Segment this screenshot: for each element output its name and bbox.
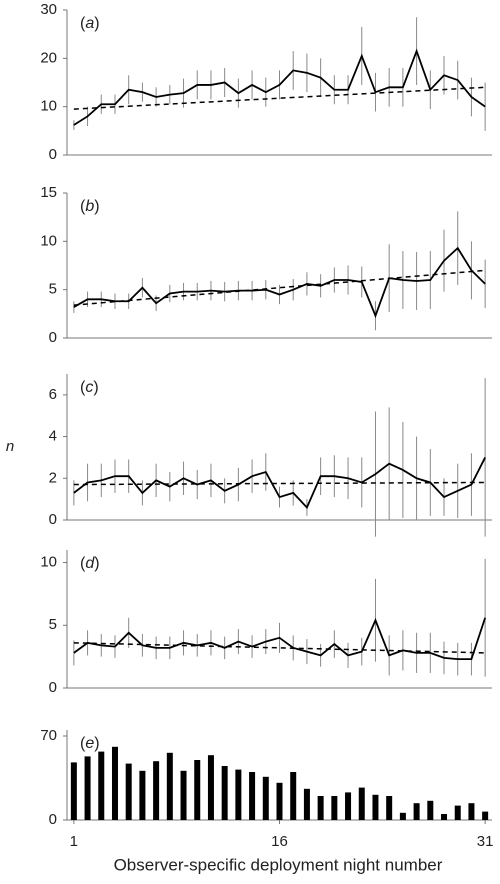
y-tick-label: 2 (49, 469, 57, 486)
bar (98, 751, 105, 820)
bar (84, 756, 91, 820)
y-tick-label: 5 (49, 616, 57, 633)
x-tick-label: 1 (70, 833, 78, 850)
bar (454, 805, 461, 820)
bar (235, 769, 242, 820)
bar (482, 811, 489, 820)
bar (111, 746, 118, 820)
trend-line (73, 269, 486, 306)
bar (358, 787, 365, 820)
panel-label: (b) (80, 198, 100, 215)
panel-label: (d) (80, 555, 100, 572)
y-axis-title: n (6, 438, 14, 455)
bar (262, 776, 269, 820)
bar (441, 814, 448, 820)
data-line (73, 457, 486, 510)
bar (427, 800, 434, 820)
trend-line (73, 642, 486, 654)
trend-line (73, 481, 486, 486)
trend-line (73, 86, 486, 110)
y-tick-label: 0 (49, 329, 57, 346)
y-tick-label: 0 (49, 811, 57, 828)
panel-label: (c) (80, 379, 99, 396)
bar (413, 803, 420, 820)
bar (207, 755, 214, 820)
y-tick-label: 0 (49, 679, 57, 696)
bar (125, 763, 132, 820)
bar (276, 782, 283, 820)
y-tick-label: 0 (49, 511, 57, 528)
bar (166, 752, 173, 820)
bar (249, 772, 256, 820)
y-tick-label: 30 (40, 1, 57, 18)
bar (153, 761, 160, 820)
y-tick-label: 20 (40, 49, 57, 66)
bar (303, 788, 310, 820)
x-tick-label: 31 (477, 833, 494, 850)
bar (180, 770, 187, 820)
bar (290, 772, 297, 820)
bar (70, 762, 77, 820)
y-tick-label: 0 (49, 146, 57, 163)
y-tick-label: 10 (40, 232, 57, 249)
bar (221, 766, 228, 820)
y-tick-label: 6 (49, 386, 57, 403)
bar (386, 796, 393, 820)
y-tick-label: 10 (40, 98, 57, 115)
y-tick-label: 4 (49, 428, 57, 445)
y-tick-label: 10 (40, 554, 57, 571)
bar (139, 770, 146, 820)
bar (345, 792, 352, 820)
x-axis-title: Observer-specific deployment night numbe… (114, 855, 443, 874)
y-tick-label: 15 (40, 184, 57, 201)
data-line (73, 617, 486, 661)
y-tick-label: 5 (49, 281, 57, 298)
x-tick-label: 16 (271, 833, 288, 850)
data-line (73, 246, 486, 319)
y-tick-label: 70 (40, 727, 57, 744)
bar (194, 760, 201, 820)
bar (468, 803, 475, 820)
bar (317, 796, 324, 820)
data-line (73, 48, 486, 126)
bar (399, 812, 406, 820)
bar (372, 794, 379, 820)
panel-label: (a) (80, 15, 100, 32)
bar (331, 796, 338, 820)
panel-label: (e) (80, 735, 100, 752)
